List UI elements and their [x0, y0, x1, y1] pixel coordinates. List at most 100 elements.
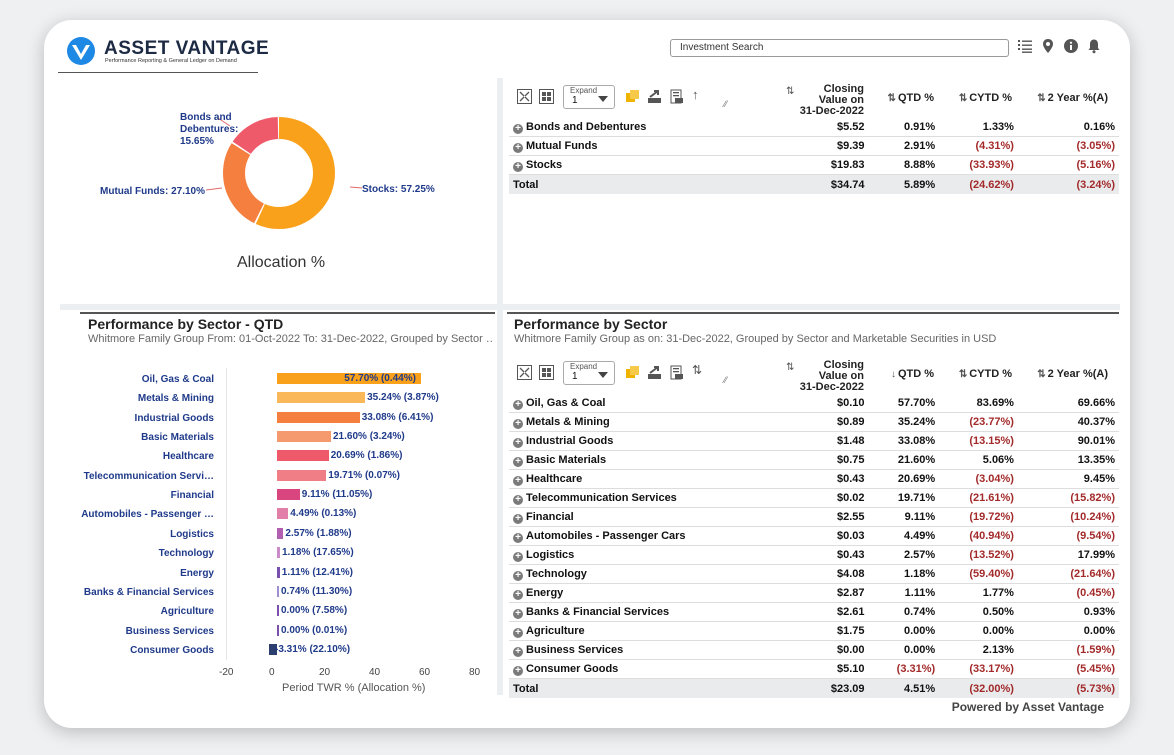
- bar[interactable]: [268, 643, 277, 655]
- bar[interactable]: [277, 469, 327, 481]
- table-row[interactable]: + Healthcare $0.43 20.69% (3.04%) 9.45%: [509, 469, 1119, 489]
- table-row[interactable]: + Metals & Mining $0.89 35.24% (23.77%) 40.37…: [509, 412, 1119, 432]
- bar[interactable]: [277, 450, 329, 462]
- table-row[interactable]: + Telecommunication Services $0.02 19.71% (2…: [509, 488, 1119, 508]
- expand-row-icon[interactable]: +: [513, 142, 523, 153]
- logo-underline: [58, 72, 258, 73]
- cytd-header[interactable]: ⇅ CYTD %: [958, 368, 1012, 381]
- table-row[interactable]: + Consumer Goods $5.10 (3.31%) (33.17%) (5.45…: [509, 659, 1119, 679]
- expand-level-select[interactable]: Expand 1: [563, 361, 615, 385]
- closing-value-header[interactable]: Closing Value on 31-Dec-2022: [799, 83, 864, 117]
- x-tick-label: -20: [219, 667, 234, 678]
- expand-row-icon[interactable]: +: [513, 437, 523, 448]
- info-icon[interactable]: [1063, 38, 1079, 54]
- bar[interactable]: [277, 547, 280, 559]
- table-row[interactable]: + Mutual Funds $9.39 2.91% (4.31%) (3.05%): [509, 136, 1119, 156]
- resize-handle-icon[interactable]: ⁄⁄: [724, 375, 728, 385]
- table-row[interactable]: + Business Services $0.00 0.00% 2.13% (1.59%): [509, 640, 1119, 660]
- x-axis-label: Period TWR % (Allocation %): [282, 682, 426, 694]
- expand-row-icon[interactable]: +: [513, 608, 523, 619]
- two-year-header[interactable]: ⇅ 2 Year %(A): [1037, 368, 1108, 381]
- expand-row-icon[interactable]: +: [513, 589, 523, 600]
- export-icon[interactable]: [647, 89, 662, 104]
- cytd-header[interactable]: ⇅ CYTD %: [958, 92, 1012, 105]
- donut-slice[interactable]: [223, 117, 335, 229]
- table-row[interactable]: + Logistics $0.43 2.57% (13.52%) 17.99%: [509, 545, 1119, 565]
- sort-icon: ⇅: [1037, 369, 1046, 380]
- expand-row-icon[interactable]: +: [513, 513, 523, 524]
- expand-row-icon[interactable]: +: [513, 161, 523, 172]
- expand-level-select[interactable]: Expand 1: [563, 85, 615, 109]
- bar[interactable]: [277, 527, 284, 539]
- bar[interactable]: [277, 605, 279, 617]
- table-row[interactable]: + Bonds and Debentures $5.52 0.91% 1.33% 0.16…: [509, 118, 1119, 137]
- expand-row-icon[interactable]: +: [513, 646, 523, 657]
- category-label: Business Services: [125, 625, 214, 637]
- panel-top-rule: [507, 312, 1119, 314]
- expand-row-icon[interactable]: +: [513, 418, 523, 429]
- sort-icon[interactable]: ⇅: [692, 363, 703, 377]
- donut-slice[interactable]: [223, 117, 335, 229]
- bar[interactable]: [277, 566, 280, 578]
- export-icon[interactable]: [647, 365, 662, 380]
- logo-title: ASSET VANTAGE: [104, 38, 270, 59]
- table-row[interactable]: + Banks & Financial Services $2.61 0.74% 0.5…: [509, 602, 1119, 622]
- bar[interactable]: [277, 624, 279, 636]
- bar[interactable]: [277, 411, 360, 423]
- list-icon[interactable]: [1017, 38, 1033, 54]
- table-row[interactable]: + Financial $2.55 9.11% (19.72%) (10.24%): [509, 507, 1119, 527]
- arrow-up-icon[interactable]: ↑: [692, 87, 699, 102]
- bar[interactable]: [277, 373, 422, 384]
- collapse-all-icon[interactable]: [539, 365, 554, 380]
- expand-row-icon[interactable]: +: [513, 665, 523, 676]
- category-label: Industrial Goods: [134, 412, 214, 424]
- expand-row-icon[interactable]: +: [513, 123, 523, 134]
- bar-panel-title: Performance by Sector - QTD: [88, 316, 284, 332]
- table-row[interactable]: + Basic Materials $0.75 21.60% 5.06% 13.35%: [509, 450, 1119, 470]
- sort-icon[interactable]: ⇅: [786, 86, 795, 97]
- donut-leader-line: [217, 117, 231, 127]
- closing-value-header[interactable]: Closing Value on 31-Dec-2022: [799, 359, 864, 393]
- table-row[interactable]: + Automobiles - Passenger Cars $0.03 4.49%(…: [509, 526, 1119, 546]
- expand-row-icon[interactable]: +: [513, 399, 523, 410]
- expand-row-icon[interactable]: +: [513, 551, 523, 562]
- expand-all-icon[interactable]: [517, 365, 532, 380]
- bar[interactable]: [277, 431, 331, 443]
- bell-icon[interactable]: [1086, 38, 1102, 54]
- two-year-header[interactable]: ⇅ 2 Year %(A): [1037, 92, 1108, 105]
- folders-icon[interactable]: [625, 365, 640, 380]
- resize-handle-icon[interactable]: ⁄⁄: [724, 99, 728, 109]
- bar[interactable]: [277, 585, 279, 597]
- excel-export-icon[interactable]: [669, 89, 684, 104]
- bar[interactable]: [277, 392, 366, 404]
- table-row[interactable]: + Stocks $19.83 8.88% (33.93%) (5.16%): [509, 155, 1119, 175]
- table-row[interactable]: + Industrial Goods $1.48 33.08% (13.15%) 90.0…: [509, 431, 1119, 451]
- table-row[interactable]: + Technology $4.08 1.18% (59.40%) (21.64%): [509, 564, 1119, 584]
- investment-search-input[interactable]: Investment Search: [670, 39, 1009, 57]
- asset-vantage-logo-icon: [67, 37, 95, 65]
- x-tick-label: 40: [369, 667, 381, 678]
- qtd-header[interactable]: ⇅ QTD %: [887, 92, 934, 105]
- table-row[interactable]: + Agriculture $1.75 0.00% 0.00% 0.00%: [509, 621, 1119, 641]
- folders-icon[interactable]: [625, 89, 640, 104]
- expand-row-icon[interactable]: +: [513, 494, 523, 505]
- qtd-header[interactable]: ↓ QTD %: [890, 368, 934, 381]
- collapse-all-icon[interactable]: [539, 89, 554, 104]
- expand-row-icon[interactable]: +: [513, 475, 523, 486]
- total-row: Total $34.74 5.89% (24.62%) (3.24%): [509, 174, 1119, 194]
- sort-icon[interactable]: ⇅: [786, 362, 795, 373]
- panel-divider: [497, 78, 503, 304]
- bar[interactable]: [277, 508, 289, 520]
- expand-row-icon[interactable]: +: [513, 532, 523, 543]
- excel-export-icon[interactable]: [669, 365, 684, 380]
- table-row[interactable]: + Oil, Gas & Coal $0.10 57.70% 83.69% 69.66%: [509, 394, 1119, 413]
- expand-all-icon[interactable]: [517, 89, 532, 104]
- bar-data-label: 4.49% (0.13%): [290, 508, 357, 520]
- donut-label-bonds: Bonds and Debentures: 15.65%: [180, 112, 239, 147]
- expand-row-icon[interactable]: +: [513, 570, 523, 581]
- bar[interactable]: [277, 489, 300, 501]
- expand-row-icon[interactable]: +: [513, 627, 523, 638]
- expand-row-icon[interactable]: +: [513, 456, 523, 467]
- table-row[interactable]: + Energy $2.87 1.11% 1.77% (0.45%): [509, 583, 1119, 603]
- location-pin-icon[interactable]: [1040, 38, 1056, 54]
